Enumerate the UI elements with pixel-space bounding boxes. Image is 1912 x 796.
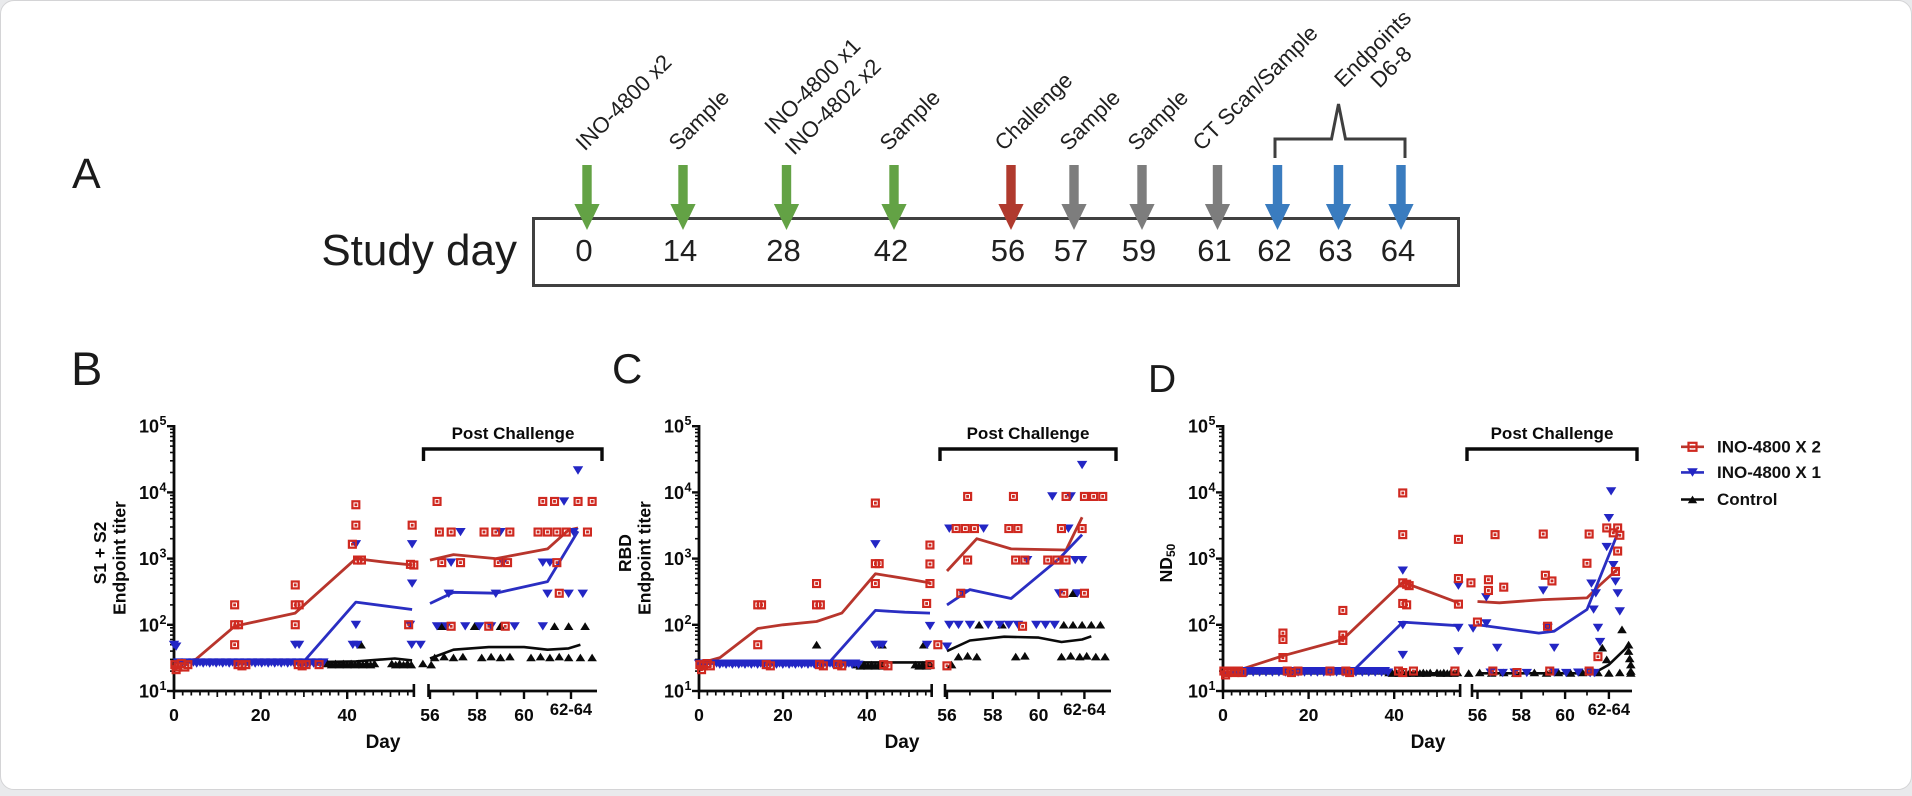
- svg-text:3: 3: [160, 547, 167, 561]
- svg-text:60: 60: [1555, 705, 1575, 725]
- svg-text:20: 20: [1299, 705, 1319, 725]
- svg-text:1: 1: [685, 679, 692, 693]
- svg-text:10: 10: [1188, 682, 1208, 702]
- svg-text:ND50: ND50: [1156, 543, 1178, 582]
- svg-text:1: 1: [1209, 679, 1216, 693]
- svg-text:Day: Day: [1411, 732, 1446, 753]
- svg-text:2: 2: [685, 613, 692, 627]
- svg-text:4: 4: [160, 480, 167, 494]
- svg-text:10: 10: [664, 682, 684, 702]
- svg-text:10: 10: [1188, 483, 1208, 503]
- svg-text:5: 5: [685, 414, 692, 428]
- svg-text:4: 4: [685, 480, 692, 494]
- svg-text:2: 2: [1209, 613, 1216, 627]
- svg-text:62-64: 62-64: [550, 701, 593, 719]
- svg-text:10: 10: [139, 549, 159, 569]
- svg-text:1: 1: [160, 679, 167, 693]
- svg-text:10: 10: [1188, 615, 1208, 635]
- svg-text:3: 3: [685, 547, 692, 561]
- svg-text:10: 10: [664, 417, 684, 437]
- svg-text:S1 + S2: S1 + S2: [90, 521, 110, 584]
- svg-text:0: 0: [694, 705, 704, 725]
- svg-text:Control: Control: [1717, 490, 1777, 509]
- svg-text:62-64: 62-64: [1588, 701, 1631, 719]
- svg-text:58: 58: [983, 705, 1003, 725]
- svg-text:3: 3: [1209, 547, 1216, 561]
- svg-text:60: 60: [514, 705, 534, 725]
- svg-text:10: 10: [139, 682, 159, 702]
- svg-text:0: 0: [169, 705, 179, 725]
- svg-text:10: 10: [1188, 549, 1208, 569]
- svg-text:40: 40: [337, 705, 357, 725]
- svg-text:20: 20: [251, 705, 271, 725]
- svg-text:10: 10: [664, 615, 684, 635]
- svg-text:INO-4800 X 2: INO-4800 X 2: [1717, 437, 1821, 456]
- svg-text:Post Challenge: Post Challenge: [1491, 424, 1614, 443]
- svg-text:10: 10: [139, 483, 159, 503]
- svg-text:2: 2: [160, 613, 167, 627]
- svg-text:40: 40: [1384, 705, 1404, 725]
- svg-text:40: 40: [857, 705, 877, 725]
- svg-text:56: 56: [937, 705, 957, 725]
- svg-text:Day: Day: [366, 732, 401, 753]
- svg-text:0: 0: [1218, 705, 1228, 725]
- svg-text:10: 10: [664, 483, 684, 503]
- svg-text:Day: Day: [885, 732, 920, 753]
- svg-text:58: 58: [467, 705, 487, 725]
- svg-text:58: 58: [1512, 705, 1532, 725]
- svg-text:60: 60: [1029, 705, 1049, 725]
- svg-text:5: 5: [1209, 414, 1216, 428]
- svg-text:56: 56: [420, 705, 440, 725]
- svg-text:20: 20: [773, 705, 793, 725]
- svg-text:62-64: 62-64: [1063, 701, 1106, 719]
- svg-text:Post Challenge: Post Challenge: [452, 424, 575, 443]
- svg-text:10: 10: [139, 417, 159, 437]
- svg-text:5: 5: [160, 414, 167, 428]
- svg-text:10: 10: [664, 549, 684, 569]
- svg-text:Post Challenge: Post Challenge: [967, 424, 1090, 443]
- svg-text:10: 10: [139, 615, 159, 635]
- svg-text:10: 10: [1188, 417, 1208, 437]
- svg-text:INO-4800 X 1: INO-4800 X 1: [1717, 463, 1821, 482]
- svg-text:RBD: RBD: [615, 534, 635, 572]
- svg-text:4: 4: [1209, 480, 1216, 494]
- svg-text:Endpoint titer: Endpoint titer: [110, 501, 130, 615]
- svg-text:56: 56: [1468, 705, 1488, 725]
- svg-text:Endpoint titer: Endpoint titer: [635, 501, 655, 615]
